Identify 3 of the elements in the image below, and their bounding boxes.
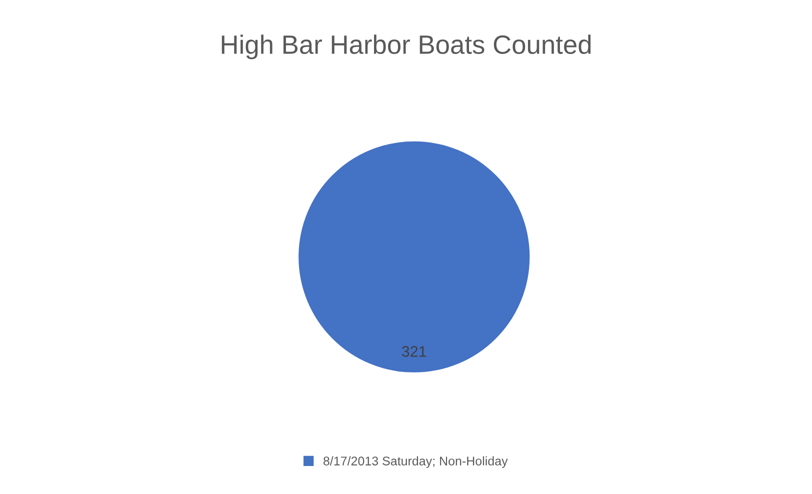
chart-title: High Bar Harbor Boats Counted (222, 34, 591, 60)
legend-label: 8/17/2013 Saturday; Non-Holiday (324, 456, 508, 468)
data-label: 321 (402, 346, 426, 357)
